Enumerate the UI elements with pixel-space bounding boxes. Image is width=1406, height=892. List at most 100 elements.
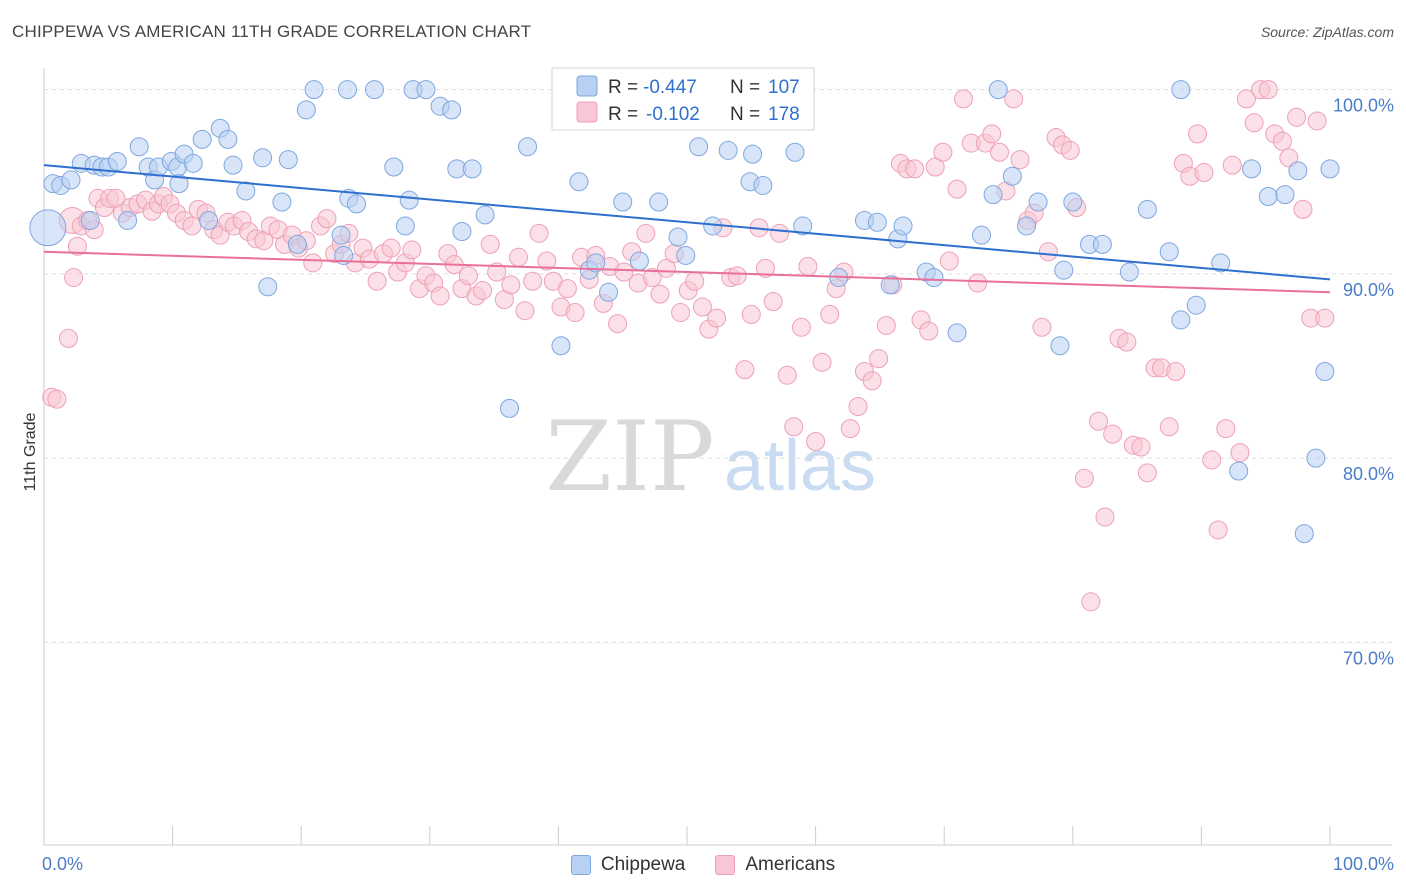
legend-item-americans: Americans (715, 854, 835, 876)
chippewa-point (331, 225, 351, 245)
americans-point (1202, 450, 1222, 470)
americans-point (1230, 443, 1250, 463)
americans-point (1287, 107, 1307, 127)
americans-point (1081, 592, 1101, 612)
americans-point (1244, 113, 1264, 133)
americans-point (1236, 89, 1256, 109)
americans-point (1137, 463, 1157, 483)
chippewa-point (365, 80, 385, 100)
americans-point (919, 321, 939, 341)
americans-point (982, 124, 1002, 144)
americans-point (381, 238, 401, 258)
chippewa-trend-line (43, 164, 1331, 281)
chippewa-point (129, 137, 149, 157)
y-tick-label-2: 80.0% (1343, 464, 1394, 484)
legend-r-label-0: R = (608, 77, 638, 98)
americans-point (777, 365, 797, 385)
americans-point (685, 271, 705, 291)
americans-point (925, 157, 945, 177)
chippewa-point (1275, 185, 1295, 205)
chippewa-point (452, 221, 472, 241)
americans-point (1279, 148, 1299, 168)
chippewa-point (1306, 448, 1326, 468)
chippewa-point (947, 323, 967, 343)
chippewa-point (61, 170, 81, 190)
americans-point (614, 262, 634, 282)
americans-point (820, 304, 840, 324)
americans-swatch (715, 855, 736, 875)
chippewa-point (304, 80, 324, 100)
correlation-legend: R = -0.447 N = 107 R = -0.102 N = 178 (551, 67, 815, 131)
americans-point (840, 419, 860, 439)
americans-point (741, 304, 761, 324)
legend-label-chippewa: Chippewa (600, 854, 686, 875)
americans-point (656, 258, 676, 278)
chippewa-point (1028, 192, 1048, 212)
americans-point (1307, 111, 1327, 131)
americans-point (953, 89, 973, 109)
chippewa-point (334, 245, 354, 265)
americans-point (1032, 317, 1052, 337)
americans-point (458, 266, 478, 286)
chippewa-point (258, 277, 278, 297)
legend-n-value-0: 107 (768, 77, 800, 98)
americans-point (487, 262, 507, 282)
x-tick-label-0: 0.0% (42, 854, 83, 874)
chippewa-point (1054, 260, 1074, 280)
chippewa-point (893, 216, 913, 236)
chippewa-point (500, 398, 520, 418)
legend-r-label-1: R = (608, 104, 638, 125)
americans-point (402, 240, 422, 260)
americans-point (1194, 163, 1214, 183)
americans-point (1166, 362, 1186, 382)
americans-trend-line (43, 250, 1331, 294)
chippewa-point (743, 144, 763, 164)
americans-point (367, 271, 387, 291)
legend-n-value-1: 178 (768, 104, 800, 125)
chippewa-point (278, 150, 298, 170)
chippewa-point (983, 185, 1003, 205)
americans-point (529, 223, 549, 243)
source-label: Source: ZipAtlas.com (1260, 24, 1394, 40)
americans-point (608, 314, 628, 334)
chippewa-point (718, 140, 738, 160)
americans-point (1188, 124, 1208, 144)
americans-point (509, 247, 529, 267)
americans-point (1222, 155, 1242, 175)
y-tick-label-1: 90.0% (1343, 280, 1394, 300)
chippewa-point (80, 210, 100, 230)
chippewa-point (1294, 524, 1314, 544)
chippewa-swatch (570, 855, 591, 875)
chippewa-point (880, 275, 900, 295)
americans-point (303, 253, 323, 273)
chippewa-point (236, 181, 256, 201)
chippewa-point (518, 137, 538, 157)
americans-point (763, 292, 783, 312)
chippewa-point (1092, 234, 1112, 254)
americans-point (1038, 242, 1058, 262)
americans-point (727, 266, 747, 286)
chippewa-point (118, 210, 138, 230)
legend-swatch-chippewa (576, 75, 598, 97)
chippewa-point (1119, 262, 1139, 282)
americans-point (735, 360, 755, 380)
americans-point (784, 417, 804, 437)
americans-point (812, 352, 832, 372)
chippewa-point (1171, 80, 1191, 100)
americans-point (1258, 80, 1278, 100)
chart-title: CHIPPEWA VS AMERICAN 11TH GRADE CORRELAT… (12, 22, 532, 41)
americans-point (565, 303, 585, 323)
americans-point (869, 349, 889, 369)
americans-point (707, 308, 727, 328)
chippewa-point (296, 100, 316, 120)
legend-label-americans: Americans (745, 854, 836, 875)
americans-point (755, 258, 775, 278)
chippewa-point (1320, 159, 1340, 179)
legend-r-value-1: -0.102 (646, 104, 700, 125)
americans-point (64, 268, 84, 288)
americans-point (848, 397, 868, 417)
y-axis-title: 11th Grade (22, 412, 39, 491)
americans-point (1216, 419, 1236, 439)
americans-point (650, 284, 670, 304)
chippewa-point (569, 172, 589, 192)
